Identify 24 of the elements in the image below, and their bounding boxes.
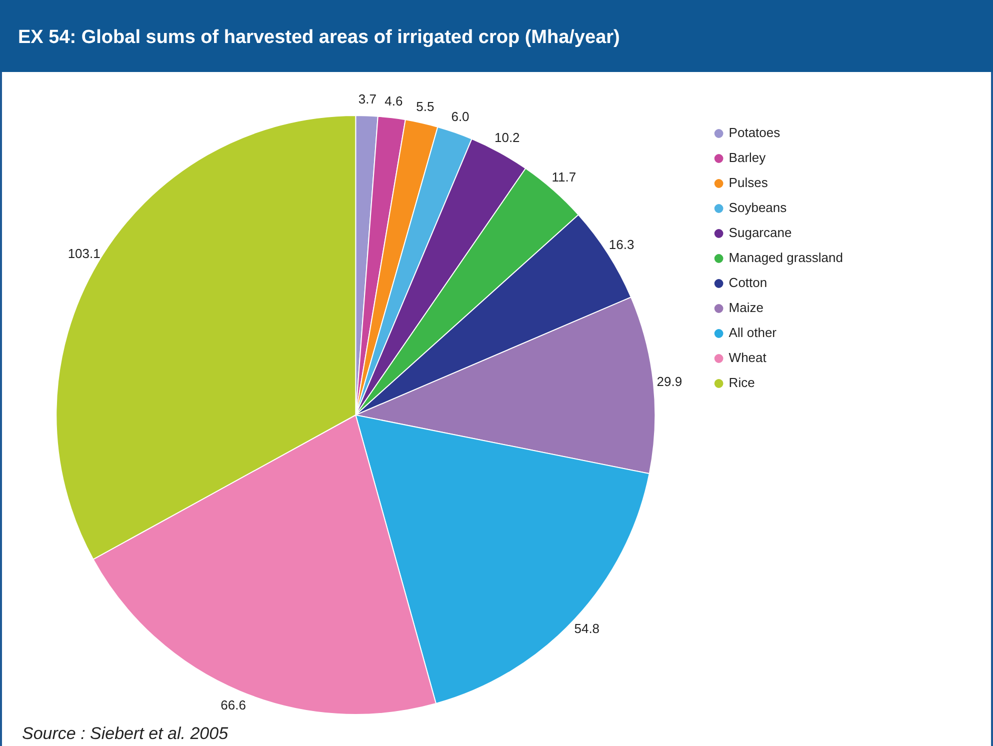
data-label: 11.7 [552, 170, 576, 185]
data-label: 10.2 [494, 130, 520, 145]
legend-label: Rice [728, 375, 755, 390]
legend-label: Barley [728, 150, 766, 166]
legend-label: Potatoes [728, 125, 781, 140]
legend-label: Pulses [728, 175, 768, 190]
data-label: 54.8 [574, 621, 600, 636]
data-label: 16.3 [608, 236, 634, 252]
legend-label: All other [728, 325, 778, 340]
legend-label: Maize [728, 300, 764, 316]
data-label: 66.6 [220, 697, 246, 712]
legend-label: Managed grassland [728, 250, 844, 266]
legend-label: Sugarcane [728, 225, 792, 240]
chart-title: EX 54: Global sums of harvested areas of irrigated crop (Mha/year) [18, 27, 620, 49]
data-label: 29.9 [656, 374, 682, 389]
source-note: Source : Siebert et al. 2005 [22, 724, 228, 744]
legend-label: Wheat [728, 350, 767, 366]
data-label: 6.0 [451, 108, 470, 124]
legend-label: Soybeans [728, 200, 788, 216]
data-label: 103.1 [68, 246, 100, 261]
data-label: 3.7 [358, 91, 376, 106]
legend-label: Cotton [728, 275, 768, 290]
data-label: 5.5 [416, 98, 434, 114]
data-label: 4.6 [384, 93, 403, 108]
